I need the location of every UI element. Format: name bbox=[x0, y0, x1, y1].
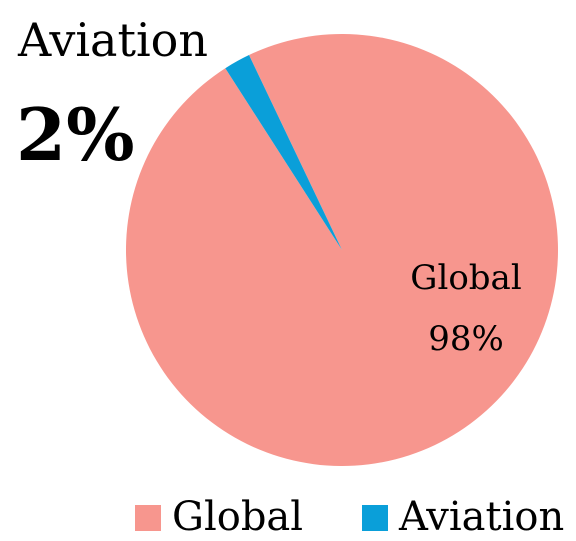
pie-slice-global bbox=[125, 34, 558, 467]
pie-slice-aviation bbox=[225, 55, 342, 250]
slice-label-global: Global bbox=[410, 258, 521, 298]
legend-label-global: Global bbox=[172, 494, 303, 536]
slice-value-aviation: 2% bbox=[16, 92, 135, 177]
legend-label-aviation: Aviation bbox=[398, 494, 564, 536]
slice-label-aviation: Aviation bbox=[17, 13, 208, 67]
pie-slices bbox=[125, 34, 558, 467]
legend: Global Aviation bbox=[135, 494, 564, 540]
legend-swatch-aviation bbox=[362, 505, 388, 531]
legend-swatch-global bbox=[135, 505, 161, 531]
slice-value-global: 98% bbox=[428, 319, 504, 359]
